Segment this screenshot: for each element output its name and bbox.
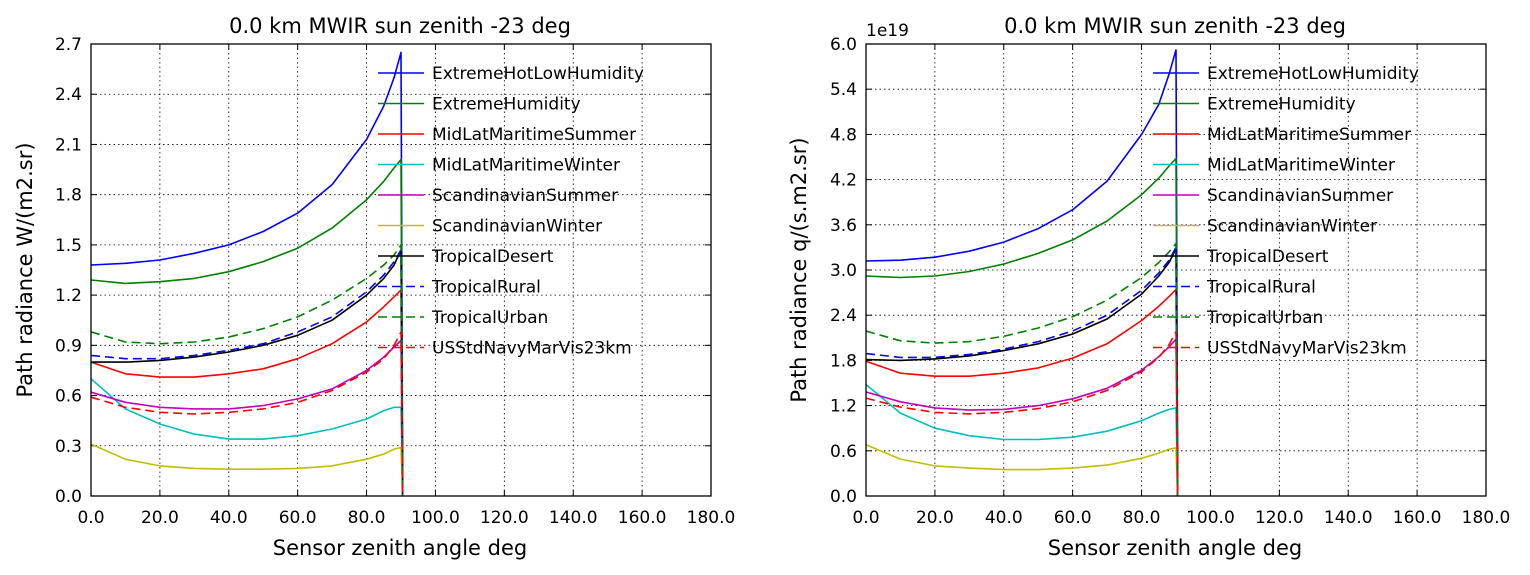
legend-label: MidLatMaritimeSummer [1207,125,1411,145]
legend-label: MidLatMaritimeWinter [1207,156,1395,176]
legend-label: USStdNavyMarVis23km [1207,339,1407,359]
chart-left: 0.0 km MWIR sun zenith -23 deg Sensor ze… [13,14,735,560]
y-tick-label: 2.1 [55,135,82,155]
series-line [90,158,404,497]
grid [91,44,711,496]
y-tick-label: 3.6 [830,216,857,236]
x-axis-label: Sensor zenith angle deg [273,536,527,560]
y-tick-label: 2.7 [55,35,82,55]
x-tick-label: 0.0 [852,508,879,528]
legend-label: MidLatMaritimeWinter [432,156,620,176]
y-tick-label: 6.0 [830,35,857,55]
series-line [865,157,1179,497]
series-line [90,289,404,497]
x-tick-label: 140.0 [1324,508,1373,528]
chart-right: 0.0 km MWIR sun zenith -23 deg Sensor ze… [787,14,1510,560]
grid [866,44,1486,496]
y-tick-label: 1.2 [830,397,857,417]
y-tick-label: 0.6 [830,442,857,462]
plot-frame [865,43,1487,497]
series-line [865,444,1179,497]
series-lines [865,49,1179,497]
legend-label: TropicalUrban [1206,308,1323,328]
series-line [865,248,1179,497]
y-tick-label: 1.8 [55,186,82,206]
y-tick-label: 2.4 [55,85,82,105]
x-tick-label: 160.0 [1393,508,1442,528]
x-tick-label: 20.0 [141,508,179,528]
y-tick-label: 2.4 [830,306,857,326]
ticks: 0.0 20.0 40.0 60.0 80.0 100.0 120.0 140.0 160.0 1… [55,35,735,528]
y-tick-label: 4.2 [830,171,857,191]
y-tick-label: 3.0 [830,261,857,281]
series-line [865,288,1179,497]
y-axis-label: Path radiance q/(s.m2.sr) [787,137,811,402]
x-tick-label: 160.0 [618,508,667,528]
x-tick-label: 20.0 [916,508,954,528]
x-axis-label: Sensor zenith angle deg [1048,536,1302,560]
legend-label: ExtremeHumidity [1207,95,1356,115]
chart-title: 0.0 km MWIR sun zenith -23 deg [1004,14,1346,38]
series-line [865,330,1179,497]
series-line [90,378,404,497]
series-line [90,443,404,497]
x-tick-label: 180.0 [1462,508,1511,528]
series-line [865,49,1179,497]
legend-label: ExtremeHotLowHumidity [1207,64,1419,84]
y-tick-label: 0.3 [55,437,82,457]
series-line [865,242,1179,497]
legend-label: TropicalDesert [1206,247,1329,267]
y-tick-label: 4.8 [830,125,857,145]
y-tick-label: 1.8 [830,351,857,371]
y-tick-label: 5.4 [830,80,857,100]
y-offset-label: 1e19 [866,21,909,41]
legend-label: ScandinavianWinter [1207,217,1377,237]
y-tick-label: 0.6 [55,387,82,407]
legend-label: ScandinavianWinter [432,217,602,237]
x-tick-label: 80.0 [1123,508,1161,528]
series-line [865,383,1179,497]
x-tick-label: 120.0 [1255,508,1304,528]
legend-label: ScandinavianSummer [432,186,618,206]
legend-label: TropicalRural [431,278,541,298]
y-tick-label: 0.0 [55,487,82,507]
y-tick-label: 0.9 [55,336,82,356]
x-tick-label: 0.0 [77,508,104,528]
x-tick-label: 180.0 [687,508,736,528]
x-tick-label: 60.0 [1054,508,1092,528]
x-tick-label: 100.0 [411,508,460,528]
x-tick-label: 100.0 [1186,508,1235,528]
x-tick-label: 140.0 [549,508,598,528]
y-tick-label: 1.5 [55,236,82,256]
x-tick-label: 40.0 [210,508,248,528]
series-line [90,244,404,497]
chart-title: 0.0 km MWIR sun zenith -23 deg [229,14,571,38]
series-lines [90,51,404,497]
x-tick-label: 120.0 [480,508,529,528]
legend-label: TropicalRural [1206,278,1316,298]
x-tick-label: 40.0 [985,508,1023,528]
legend-label: MidLatMaritimeSummer [432,125,636,145]
legend-label: TropicalDesert [431,247,554,267]
y-tick-label: 1.2 [55,286,82,306]
legend-label: TropicalUrban [431,308,548,328]
series-line [90,331,404,497]
plot-frame [90,43,712,497]
x-tick-label: 60.0 [279,508,317,528]
y-axis-label: Path radiance W/(m2.sr) [13,142,37,397]
legend: ExtremeHotLowHumidity ExtremeHumidity MidL… [378,64,644,359]
legend-label: ScandinavianSummer [1207,186,1393,206]
y-tick-label: 0.0 [830,487,857,507]
legend-label: USStdNavyMarVis23km [432,339,632,359]
x-tick-label: 80.0 [348,508,386,528]
legend: ExtremeHotLowHumidity ExtremeHumidity MidL… [1153,64,1419,359]
series-line [90,51,404,497]
legend-label: ExtremeHumidity [432,95,581,115]
series-line [91,249,404,497]
legend-label: ExtremeHotLowHumidity [432,64,644,84]
